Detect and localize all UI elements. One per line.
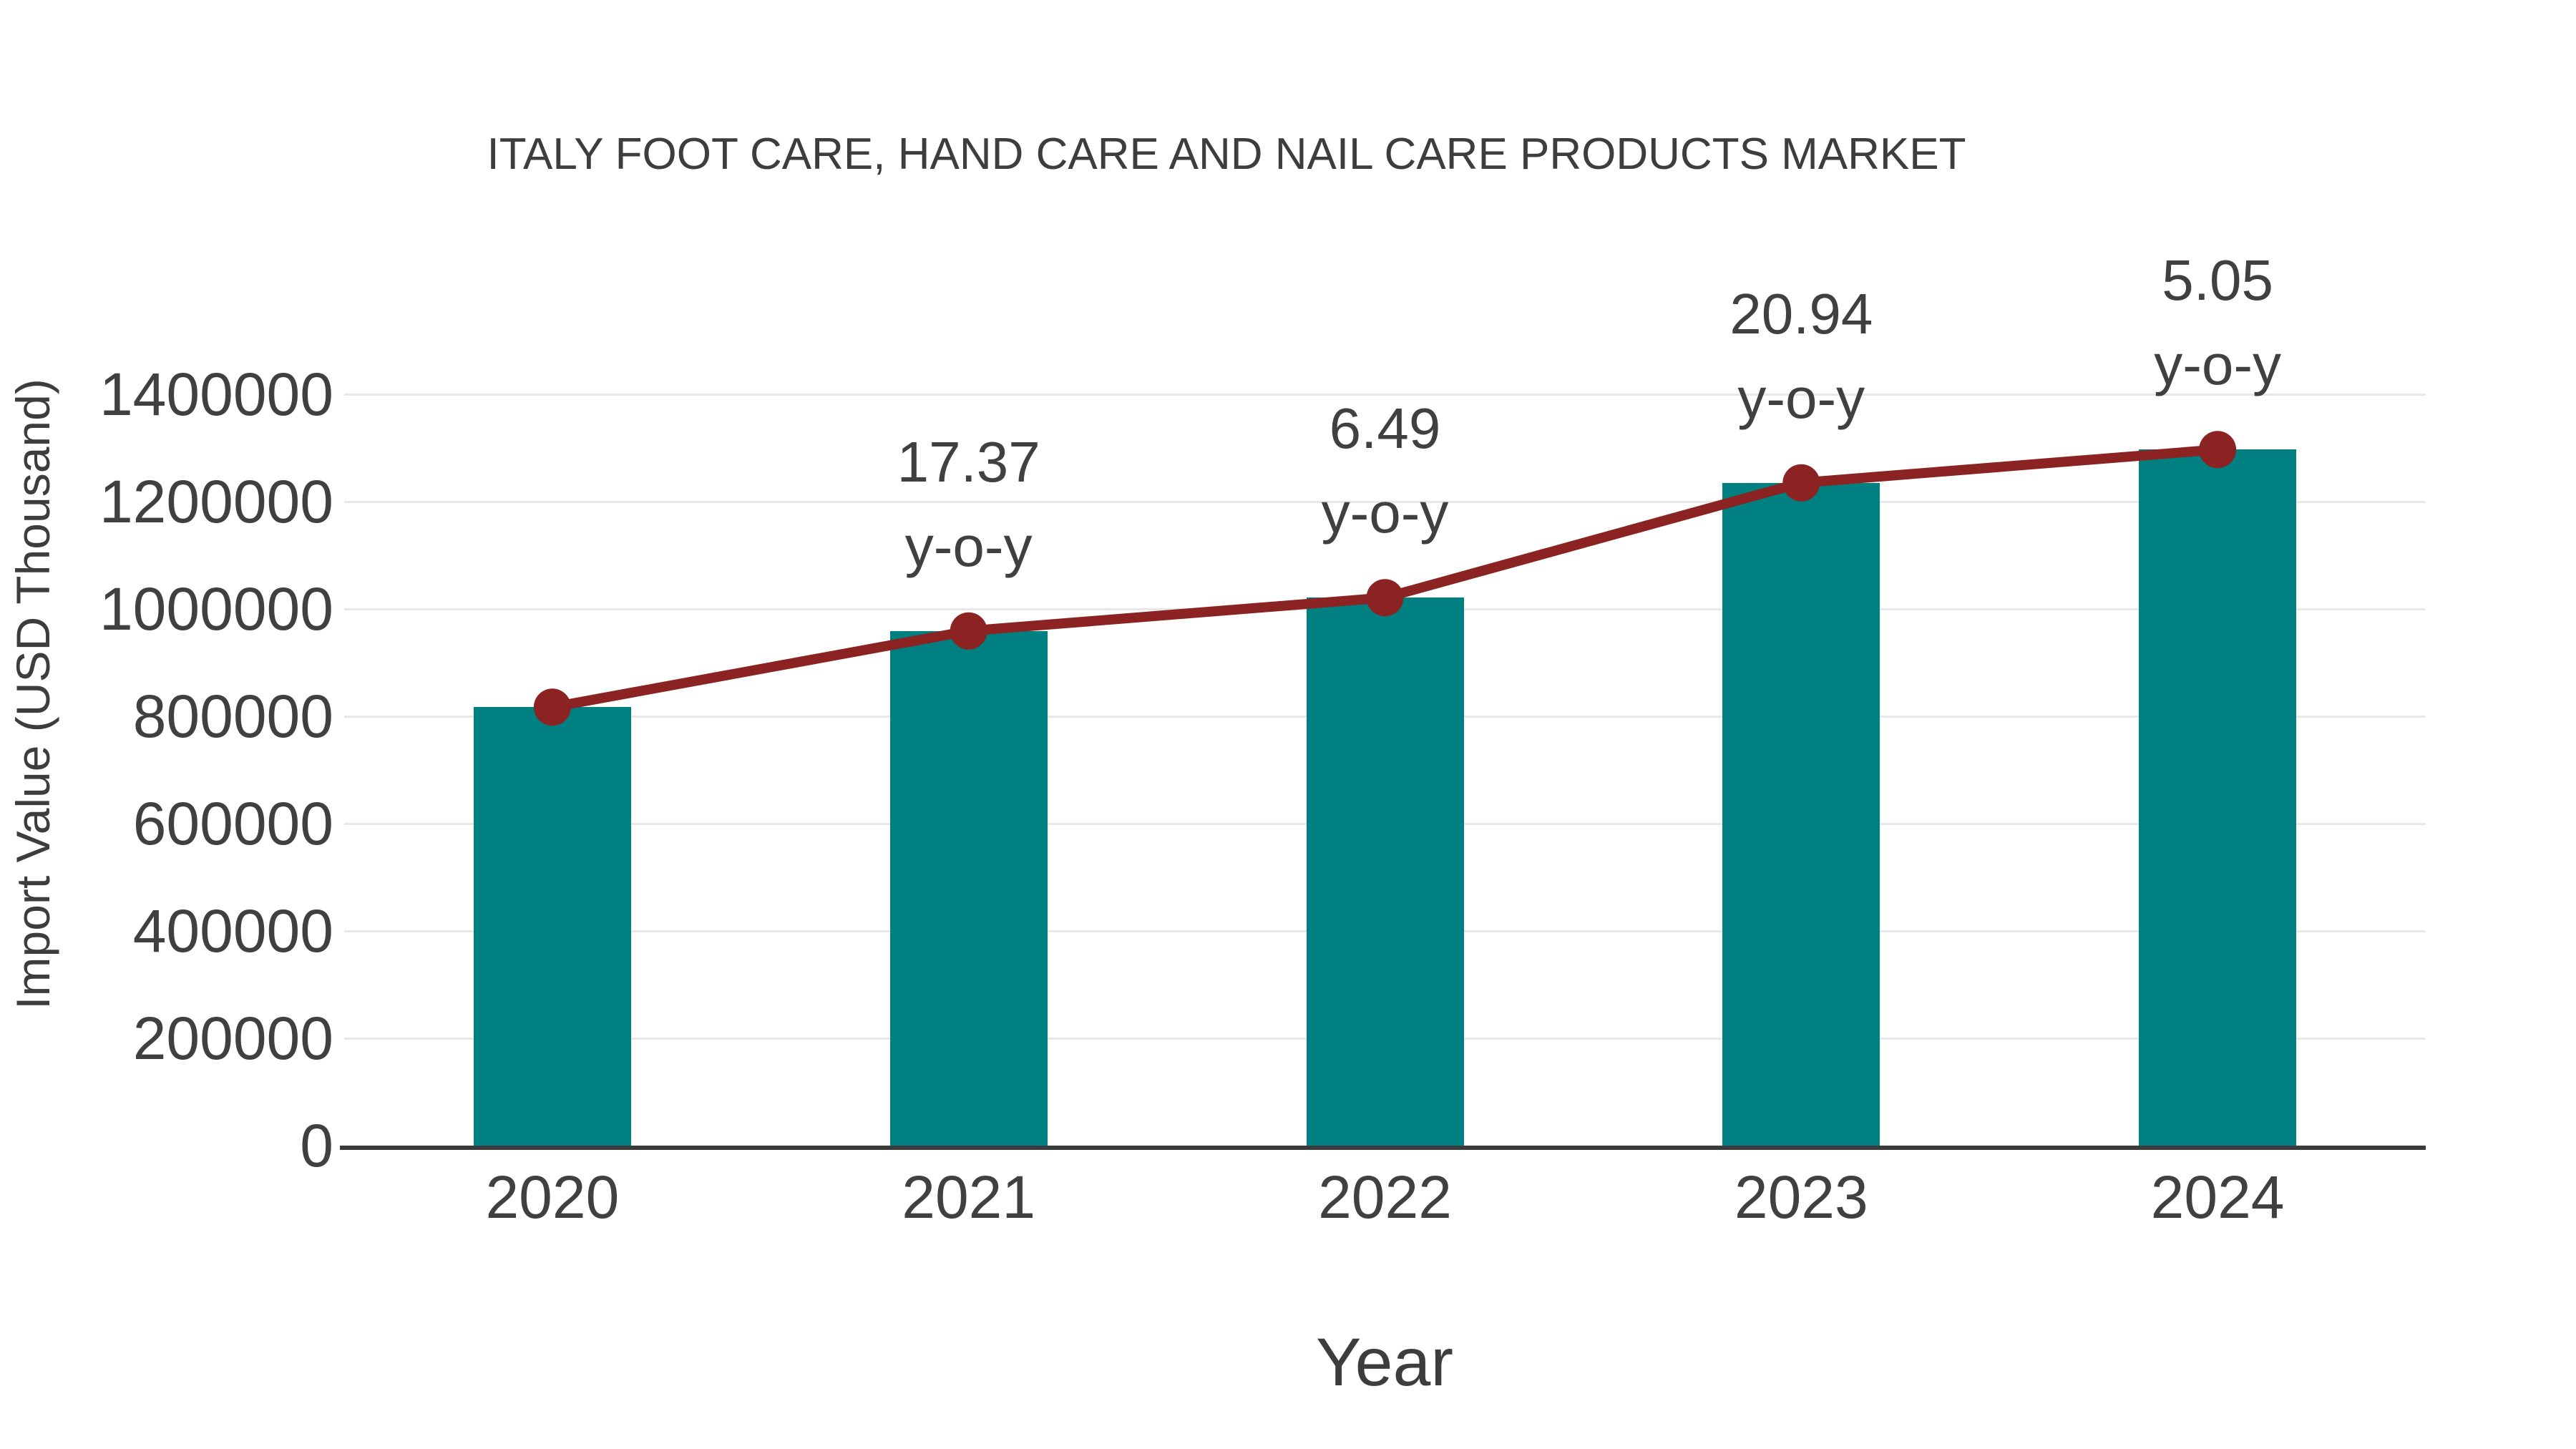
y-tick-label: 1000000	[99, 575, 333, 643]
y-tick-label: 0	[300, 1112, 333, 1179]
annotation-2023: 20.94 y-o-y	[1729, 272, 1873, 441]
y-tick-label: 1200000	[99, 468, 333, 535]
annotation-2022: 6.49 y-o-y	[1322, 386, 1449, 555]
x-tick-label-2024: 2024	[2150, 1163, 2285, 1231]
growth-line	[547, 444, 2223, 713]
x-tick-label-2021: 2021	[902, 1163, 1036, 1231]
x-tick-label-2023: 2023	[1734, 1163, 1868, 1231]
gridline	[344, 393, 2426, 396]
bar-2022[interactable]	[1306, 597, 1464, 1146]
chart-title: ITALY FOOT CARE, HAND CARE AND NAIL CARE…	[487, 130, 1966, 179]
x-tick-label-2022: 2022	[1318, 1163, 1452, 1231]
line-marker-2021[interactable]	[950, 612, 987, 650]
x-axis-line	[340, 1146, 2426, 1150]
bar-2024[interactable]	[2139, 449, 2297, 1146]
annotation-value: 6.49	[1329, 396, 1441, 461]
line-marker-2022[interactable]	[1366, 579, 1404, 617]
y-tick-label: 600000	[132, 790, 333, 857]
y-tick-label: 800000	[132, 683, 333, 750]
y-tick-label: 1400000	[99, 361, 333, 428]
bar-2020[interactable]	[473, 707, 631, 1146]
annotation-2024: 5.05 y-o-y	[2154, 238, 2281, 407]
annotation-suffix: y-o-y	[904, 514, 1033, 578]
y-tick-label: 400000	[132, 897, 333, 965]
annotation-2021: 17.37 y-o-y	[897, 420, 1040, 589]
y-tick-label: 200000	[132, 1005, 333, 1072]
annotation-value: 17.37	[897, 429, 1040, 494]
gridline	[344, 500, 2426, 503]
annotation-suffix: y-o-y	[1321, 481, 1449, 545]
bar-2021[interactable]	[889, 630, 1048, 1146]
annotation-suffix: y-o-y	[1737, 366, 1865, 430]
line-marker-2020[interactable]	[533, 688, 571, 726]
x-axis-title: Year	[1316, 1324, 1453, 1400]
line-marker-2023[interactable]	[1782, 464, 1820, 502]
x-tick-label-2020: 2020	[485, 1163, 620, 1231]
annotation-value: 20.94	[1729, 281, 1873, 346]
annotation-suffix: y-o-y	[2154, 333, 2281, 397]
line-marker-2024[interactable]	[2199, 431, 2237, 469]
bar-2023[interactable]	[1722, 482, 1880, 1146]
annotation-value: 5.05	[2162, 248, 2273, 313]
